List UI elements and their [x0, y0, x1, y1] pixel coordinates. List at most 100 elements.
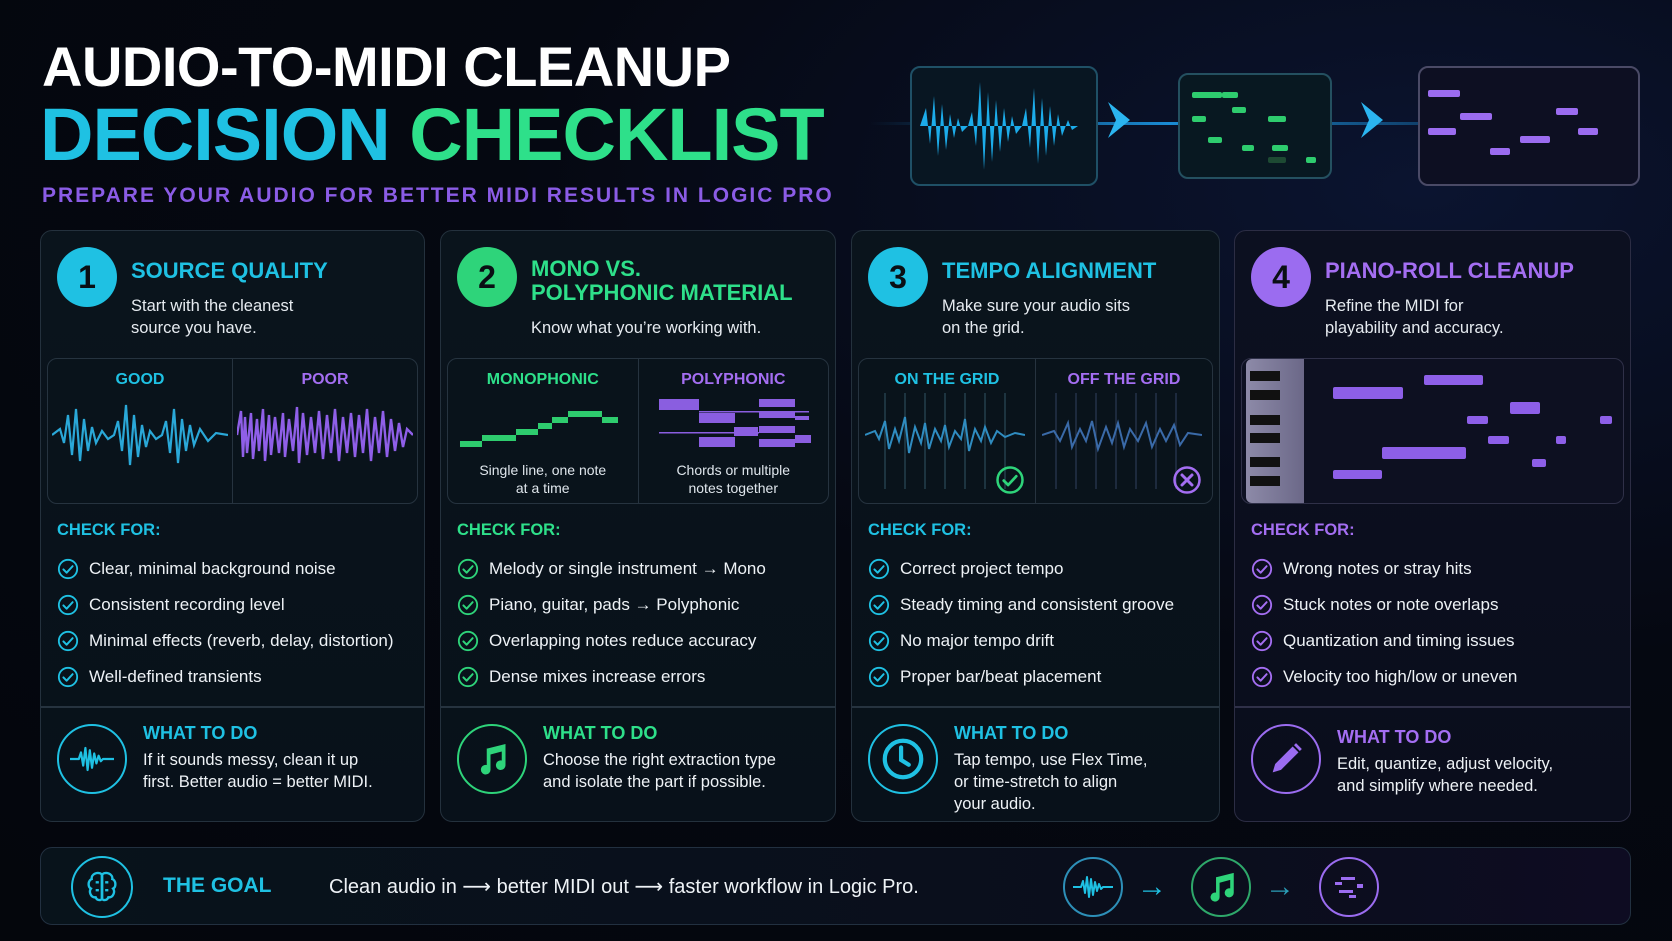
check-circle-icon [457, 594, 479, 616]
checklist-item: No major tempo drift [868, 623, 1211, 659]
goal-text: Clean audio in ⟶ better MIDI out ⟶ faste… [329, 876, 919, 898]
card-description-line: on the grid. [942, 319, 1025, 337]
clean-waveform-icon [52, 404, 228, 466]
card-title-line: MONO VS. [531, 256, 642, 281]
checklist-item-text: Dense mixes increase errors [489, 667, 706, 686]
piano-keyboard [1246, 359, 1304, 503]
divider [41, 706, 424, 708]
what-to-do-line: Choose the right extraction type [543, 751, 776, 769]
good-vs-poor-comparison: GOOD POOR [47, 358, 418, 504]
hero-midi-notes-panel [1178, 73, 1332, 179]
checklist-item-text: Minimal effects (reverb, delay, distorti… [89, 631, 394, 650]
good-label: GOOD [115, 371, 165, 388]
hero-flow-illustration [870, 60, 1650, 190]
check-circle-icon [1251, 630, 1273, 652]
monophonic-panel: MONOPHONIC Single line, one note at a ti… [448, 359, 638, 503]
checklist-item: Consistent recording level [57, 587, 416, 623]
checklist-item: Minimal effects (reverb, delay, distorti… [57, 623, 416, 659]
card-source-quality: 1 SOURCE QUALITY Start with the cleanest… [40, 230, 425, 822]
check-circle-icon [57, 630, 79, 652]
check-circle-icon [457, 558, 479, 580]
caption-line: Single line, one note [479, 462, 607, 478]
polyphonic-label: POLYPHONIC [681, 371, 786, 388]
card-tempo-alignment: 3 TEMPO ALIGNMENT Make sure your audio s… [851, 230, 1220, 822]
checklist: Clear, minimal background noise Consiste… [57, 551, 416, 695]
check-circle-icon [868, 666, 890, 688]
step-badge: 4 [1251, 247, 1311, 307]
caption-line: Chords or multiple [676, 462, 791, 478]
check-circle-icon [1251, 558, 1273, 580]
card-piano-roll-cleanup: 4 PIANO-ROLL CLEANUP Refine the MIDI for… [1234, 230, 1631, 822]
arrow-right-icon [1108, 102, 1130, 138]
check-for-heading: CHECK FOR: [457, 521, 561, 539]
check-circle-icon [995, 465, 1025, 495]
clock-icon [868, 724, 938, 794]
card-title: TEMPO ALIGNMENT [942, 258, 1157, 283]
what-to-do-line: If it sounds messy, clean it up [143, 751, 359, 769]
what-to-do-text: Edit, quantize, adjust velocity, and sim… [1337, 753, 1553, 797]
checklist-item: Steady timing and consistent groove [868, 587, 1211, 623]
on-grid-label: ON THE GRID [894, 371, 1000, 388]
card-title: SOURCE QUALITY [131, 258, 328, 283]
card-title: PIANO-ROLL CLEANUP [1325, 258, 1574, 283]
checklist-item: Well-defined transients [57, 659, 416, 695]
brain-icon [71, 856, 133, 918]
checklist-item-text: No major tempo drift [900, 631, 1054, 650]
checklist-item-text: Velocity too high/low or uneven [1283, 667, 1518, 686]
what-to-do-line: or time-stretch to align [954, 773, 1118, 791]
music-note-icon [1191, 857, 1251, 917]
checklist: Wrong notes or stray hits Stuck notes or… [1251, 551, 1622, 695]
checklist-item-text: Proper bar/beat placement [900, 667, 1102, 686]
what-to-do-heading: WHAT TO DO [543, 723, 658, 743]
checklist-item-text: Clear, minimal background noise [89, 559, 336, 578]
what-to-do-text: Choose the right extraction type and iso… [543, 749, 776, 793]
checklist-item: Wrong notes or stray hits [1251, 551, 1622, 587]
what-to-do-line: Edit, quantize, adjust velocity, [1337, 755, 1554, 773]
off-grid-label: OFF THE GRID [1067, 371, 1181, 388]
monophonic-label: MONOPHONIC [486, 371, 599, 388]
goal-label: THE GOAL [163, 874, 272, 897]
checklist-item: Melody or single instrument → Mono [457, 551, 827, 587]
polyphonic-panel: POLYPHONIC Chords or multiple notes toge… [637, 359, 829, 503]
card-description: Start with the cleanest source you have. [131, 295, 293, 339]
check-circle-icon [457, 666, 479, 688]
check-circle-icon [1251, 594, 1273, 616]
arrow-right-icon [1361, 102, 1383, 138]
card-title-line: POLYPHONIC MATERIAL [531, 280, 793, 305]
page-title-highlight: DECISION CHECKLIST [40, 92, 825, 177]
caption-line: notes together [688, 480, 778, 496]
check-for-heading: CHECK FOR: [868, 521, 972, 539]
piano-roll-grid [1242, 359, 1623, 503]
card-mono-vs-polyphonic: 2 MONO VS. POLYPHONIC MATERIAL Know what… [440, 230, 836, 822]
card-description-line: playability and accuracy. [1325, 319, 1504, 337]
check-circle-icon [868, 558, 890, 580]
waveform-icon [920, 82, 1078, 170]
monophonic-caption: Single line, one note at a time [448, 461, 638, 497]
checklist-item-text: Correct project tempo [900, 559, 1064, 578]
music-note-icon [457, 724, 527, 794]
checklist-item-text: Consistent recording level [89, 595, 285, 614]
check-circle-icon [57, 558, 79, 580]
check-circle-icon [868, 594, 890, 616]
pencil-icon [1251, 724, 1321, 794]
check-circle-icon [57, 594, 79, 616]
step-badge: 3 [868, 247, 928, 307]
card-description-line: Know what you’re working with. [531, 319, 762, 337]
what-to-do-line: first. Better audio = better MIDI. [143, 773, 373, 791]
page-subtitle: PREPARE YOUR AUDIO FOR BETTER MIDI RESUL… [42, 184, 834, 207]
card-description-line: Start with the cleanest [131, 297, 294, 315]
card-description: Refine the MIDI for playability and accu… [1325, 295, 1504, 339]
step-badge: 2 [457, 247, 517, 307]
waveform-icon [1063, 857, 1123, 917]
checklist-item: Piano, guitar, pads → Polyphonic [457, 587, 827, 623]
monophonic-notes-icon [460, 411, 618, 447]
arrow-right-icon: → [1265, 870, 1295, 903]
checklist-item-text: Stuck notes or note overlaps [1283, 595, 1499, 614]
good-panel: GOOD [48, 359, 232, 503]
hero-piano-roll-panel [1418, 66, 1640, 186]
title-word-checklist: CHECKLIST [409, 93, 824, 176]
check-circle-icon [1251, 666, 1273, 688]
signal-beam [870, 122, 1470, 125]
caption-line: at a time [515, 480, 570, 496]
waveform-icon [57, 724, 127, 794]
